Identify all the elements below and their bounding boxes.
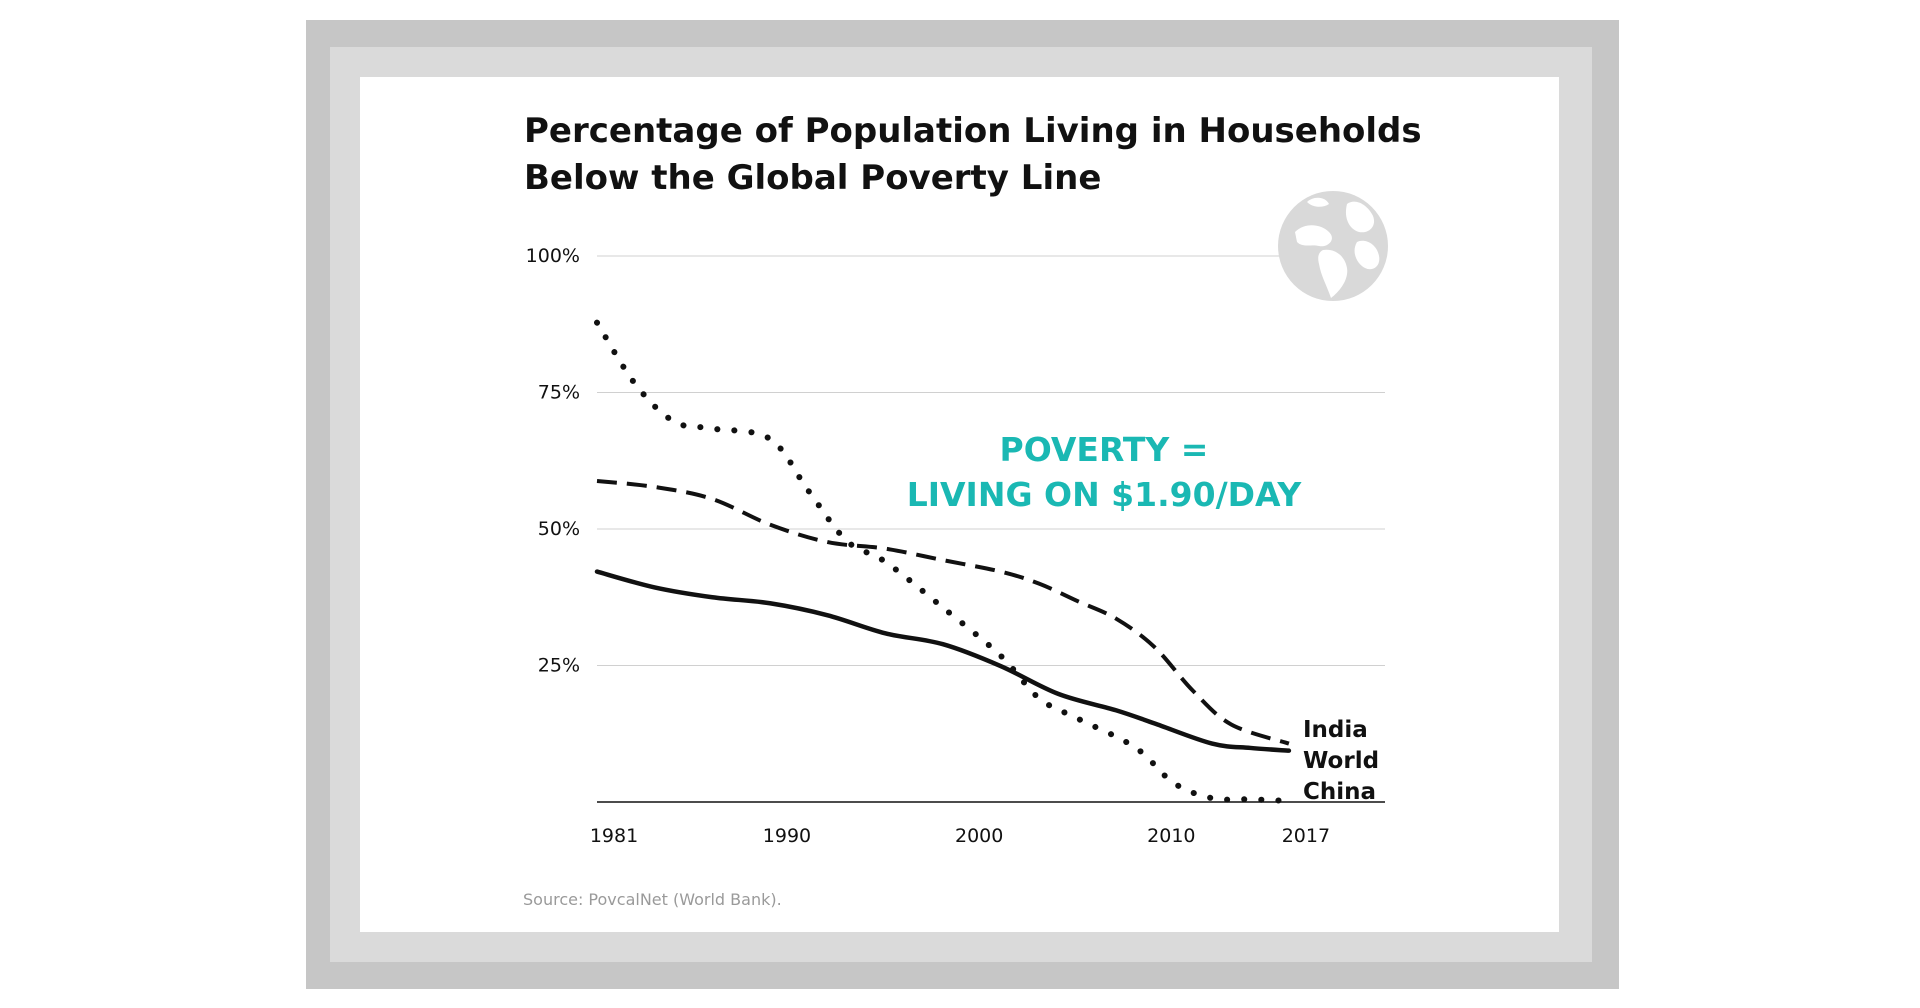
x-tick-label: 2000 (955, 825, 1003, 847)
series-label-china: China (1303, 779, 1376, 805)
poverty-annotation: POVERTY = LIVING ON $1.90/DAY (907, 430, 1303, 514)
x-tick-label: 1990 (763, 825, 811, 847)
grid-lines (597, 255, 1385, 803)
chart-title-line-2: Below the Global Poverty Line (524, 158, 1102, 198)
annotation-line-2: LIVING ON $1.90/DAY (907, 475, 1303, 514)
series-line-world (594, 569, 1292, 753)
series-line-india (596, 478, 1290, 746)
y-tick-label: 25% (538, 655, 580, 677)
source-note: Source: PovcalNet (World Bank). (523, 890, 782, 909)
x-tick-label: 1981 (590, 825, 638, 847)
series-label-india: India (1303, 717, 1368, 743)
x-tick-label: 2010 (1147, 825, 1195, 847)
series-lines (594, 319, 1292, 804)
annotation-line-1: POVERTY = (1000, 430, 1209, 469)
x-axis-labels: 1981 1990 2000 2010 2017 (590, 825, 1330, 847)
series-labels: India World China (1303, 717, 1379, 805)
chart-title-line-1: Percentage of Population Living in House… (524, 111, 1422, 151)
y-tick-label: 100% (526, 245, 580, 267)
x-tick-label: 2017 (1282, 825, 1330, 847)
y-tick-label: 75% (538, 382, 580, 404)
y-axis-labels: 100% 75% 50% 25% (526, 245, 580, 677)
globe-icon (1278, 191, 1388, 301)
series-label-world: World (1303, 748, 1379, 774)
chart-title: Percentage of Population Living in House… (524, 108, 1424, 202)
y-tick-label: 50% (538, 518, 580, 540)
series-line-china (594, 319, 1292, 804)
